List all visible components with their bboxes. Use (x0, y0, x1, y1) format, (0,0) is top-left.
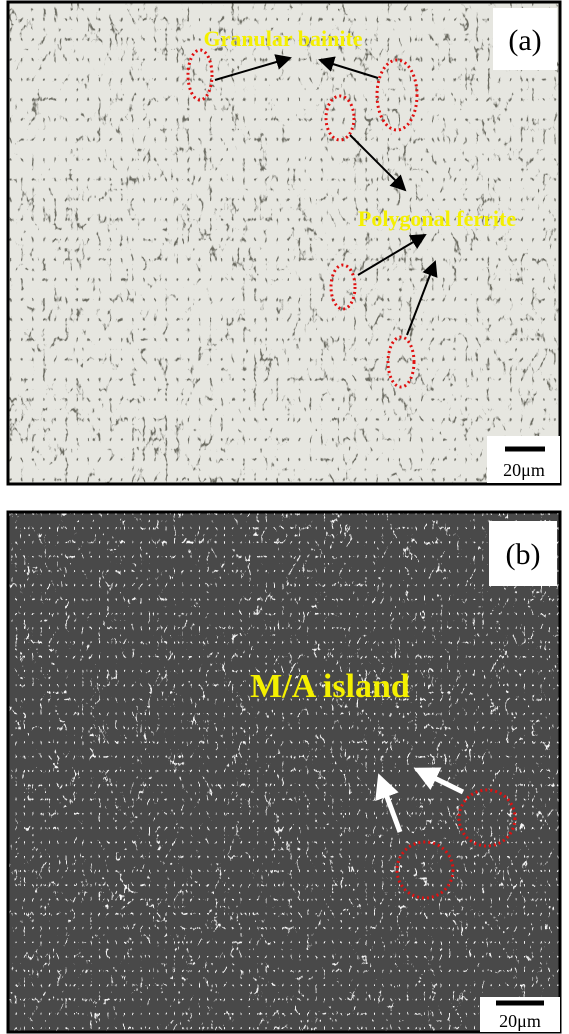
annotation: Polygonal ferrite (358, 206, 516, 231)
scale-label: 20μm (499, 1011, 541, 1031)
panel-label: (a) (508, 24, 541, 57)
figure: Granular bainite Polygonal ferrite (a) 2… (0, 0, 569, 1034)
annotation: M/A island (250, 668, 410, 705)
panel-a: Granular bainite Polygonal ferrite (a) 2… (8, 2, 560, 484)
micrograph (8, 512, 560, 1032)
micrograph (8, 2, 560, 484)
annotation: Granular bainite (203, 26, 362, 51)
panel-label: (b) (506, 538, 541, 571)
page: {"panels": [ {"label": "(a)", "annotatio… (0, 0, 569, 1034)
scale-label: 20μm (503, 460, 545, 480)
panel-b: M/A island (b) 20μm (8, 512, 560, 1032)
